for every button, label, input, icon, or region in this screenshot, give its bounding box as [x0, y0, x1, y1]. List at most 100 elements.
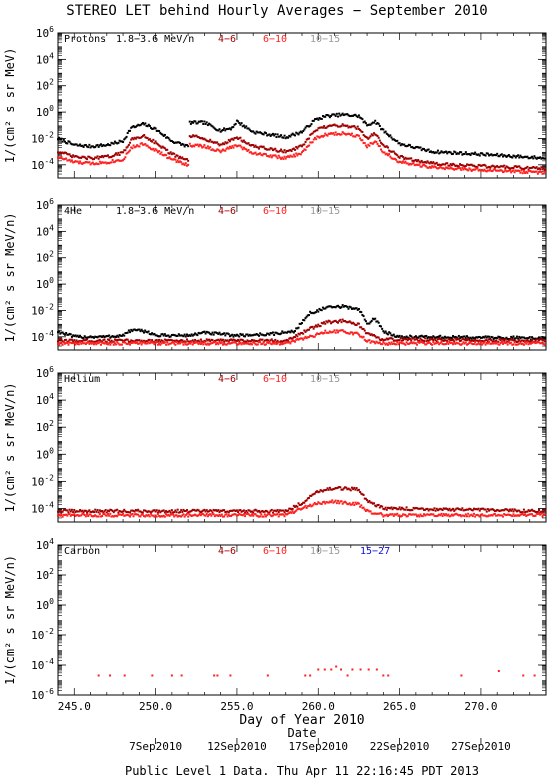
data-point	[288, 330, 291, 333]
data-point	[489, 514, 492, 517]
data-point	[63, 333, 66, 336]
data-point	[291, 510, 294, 513]
data-point	[141, 341, 144, 344]
data-point	[452, 152, 455, 155]
data-point	[133, 126, 136, 129]
data-point	[122, 159, 125, 162]
data-point	[347, 321, 350, 324]
data-point	[159, 340, 162, 343]
data-point	[496, 341, 499, 344]
data-point	[57, 510, 59, 513]
data-point	[505, 340, 508, 343]
data-point	[154, 148, 157, 151]
data-point	[277, 154, 280, 157]
data-point	[368, 144, 371, 147]
data-point	[497, 513, 500, 516]
data-point	[290, 150, 293, 153]
data-point	[192, 508, 195, 511]
data-point	[138, 342, 141, 345]
data-point	[440, 337, 443, 340]
data-point	[140, 343, 143, 346]
data-point	[120, 339, 123, 342]
chart-title: STEREO LET behind Hourly Averages − Sept…	[66, 3, 487, 19]
data-point	[86, 336, 89, 339]
data-point	[463, 338, 466, 341]
data-point	[312, 312, 315, 315]
data-point	[486, 335, 489, 338]
data-point	[515, 510, 518, 513]
data-point	[122, 512, 125, 515]
y-tick-label: 10-4	[31, 329, 54, 344]
data-point	[80, 514, 83, 517]
data-point	[337, 499, 340, 502]
data-point	[321, 490, 324, 493]
data-point	[62, 513, 65, 516]
data-point	[99, 156, 102, 159]
data-point	[299, 144, 302, 147]
data-point	[448, 164, 451, 167]
data-point	[505, 336, 508, 339]
data-point	[531, 155, 534, 158]
data-point	[339, 318, 342, 321]
data-point	[258, 515, 261, 518]
data-point	[435, 515, 438, 518]
data-point	[176, 334, 179, 337]
data-point	[87, 510, 90, 513]
data-point	[490, 153, 493, 156]
data-point	[452, 167, 455, 170]
data-point	[195, 341, 198, 344]
data-point	[335, 665, 338, 668]
data-point	[148, 146, 151, 149]
data-point	[275, 343, 278, 346]
data-point	[497, 169, 500, 172]
data-point	[104, 341, 107, 344]
data-point	[245, 342, 248, 345]
data-point	[95, 156, 98, 159]
data-point	[343, 113, 346, 116]
data-point	[287, 339, 290, 342]
data-point	[145, 510, 148, 513]
data-point	[520, 511, 523, 514]
data-point	[86, 338, 89, 341]
data-point	[116, 142, 119, 145]
data-point	[378, 139, 381, 142]
data-point	[489, 153, 492, 156]
data-point	[399, 341, 402, 344]
data-point	[98, 509, 101, 512]
data-point	[513, 514, 516, 517]
data-point	[542, 337, 545, 340]
data-point	[287, 330, 290, 333]
data-point	[421, 339, 424, 342]
data-point	[292, 153, 295, 156]
data-point	[66, 333, 69, 336]
data-point	[98, 144, 101, 147]
data-point	[424, 508, 427, 511]
data-point	[520, 156, 523, 159]
data-point	[388, 331, 391, 334]
data-point	[291, 132, 294, 135]
data-point	[62, 508, 65, 511]
y-tick-label: 104	[36, 223, 54, 238]
data-point	[253, 333, 256, 336]
data-point	[115, 339, 118, 342]
data-point	[150, 139, 153, 142]
data-point	[528, 166, 531, 169]
data-point	[465, 515, 468, 518]
data-point	[255, 130, 258, 133]
data-point	[515, 169, 518, 172]
data-point	[443, 168, 446, 171]
data-point	[522, 340, 525, 343]
data-point	[386, 146, 389, 149]
data-point	[470, 163, 473, 166]
data-point	[260, 510, 263, 513]
data-point	[264, 153, 267, 156]
data-point	[526, 510, 529, 513]
data-point	[339, 133, 342, 136]
data-point	[118, 154, 121, 157]
data-point	[271, 511, 274, 514]
data-point	[347, 114, 350, 117]
data-point	[127, 129, 130, 132]
data-point	[83, 335, 86, 338]
data-point	[238, 144, 241, 147]
